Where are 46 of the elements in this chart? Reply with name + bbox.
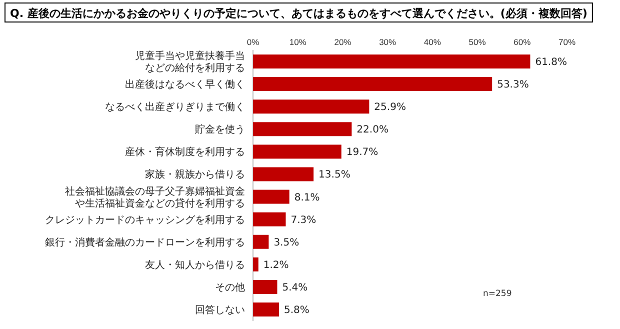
y-tick-label: なるべく出産ぎりぎりまで働く: [105, 101, 245, 114]
bar: [253, 257, 258, 272]
bar: [253, 212, 286, 226]
data-label: 3.5%: [274, 237, 300, 248]
data-label: 13.5%: [318, 170, 350, 181]
x-tick-label: 30%: [379, 37, 397, 47]
y-tick-label: 児童手当や児童扶養手当などの給付を利用する: [135, 50, 245, 74]
y-tick-label: 出産後はなるべく早く働く: [125, 78, 245, 91]
bar: [253, 167, 314, 182]
x-tick-label: 50%: [468, 37, 486, 47]
y-tick-label: 友人・知人から借りる: [145, 258, 245, 271]
data-label: 53.3%: [497, 80, 529, 91]
x-tick-label: 40%: [424, 37, 442, 47]
x-tick-label: 20%: [334, 37, 352, 47]
y-tick-label: 貯金を使う: [195, 124, 245, 136]
y-tick-label: 銀行・消費者金融のカードローンを利用する: [45, 236, 245, 248]
data-label: 5.8%: [284, 305, 310, 316]
data-label: 61.8%: [535, 57, 567, 68]
data-label: 19.7%: [346, 147, 378, 158]
data-label: 1.2%: [263, 260, 289, 271]
data-label: 5.4%: [282, 282, 308, 294]
bar: [253, 144, 342, 159]
bar: [253, 54, 530, 68]
y-tick-label: 回答しない: [195, 304, 245, 316]
x-tick-label: 0%: [246, 37, 260, 47]
bar: [253, 100, 370, 114]
bar: [253, 190, 290, 204]
y-tick-label: 産休・育休制度を利用する: [125, 146, 245, 158]
data-label: 22.0%: [356, 124, 388, 136]
y-tick-label: その他: [215, 281, 245, 294]
y-tick-label: 社会福祉協議会の母子父子寡婦福祉資金や生活福祉資金などの貸付を利用する: [65, 185, 245, 210]
bar: [253, 280, 278, 294]
annotation: n=259: [483, 289, 512, 299]
data-label: 8.1%: [294, 192, 320, 204]
bar: [253, 302, 280, 316]
chart-title: Q. 産後の生活にかかるお金のやりくりの予定について、あてはまるものをすべて選んでください。(必須・複数回答): [10, 7, 588, 20]
x-tick-label: 60%: [514, 37, 532, 47]
x-tick-label: 70%: [558, 37, 576, 47]
bar: [253, 234, 269, 249]
y-tick-label: 家族・親族から借りる: [145, 168, 245, 181]
data-label: 25.9%: [374, 102, 406, 114]
bar: [253, 77, 492, 92]
data-label: 7.3%: [290, 214, 316, 226]
y-tick-label: クレジットカードのキャッシングを利用する: [45, 214, 245, 226]
x-tick-label: 10%: [289, 37, 307, 47]
bar: [253, 122, 352, 136]
